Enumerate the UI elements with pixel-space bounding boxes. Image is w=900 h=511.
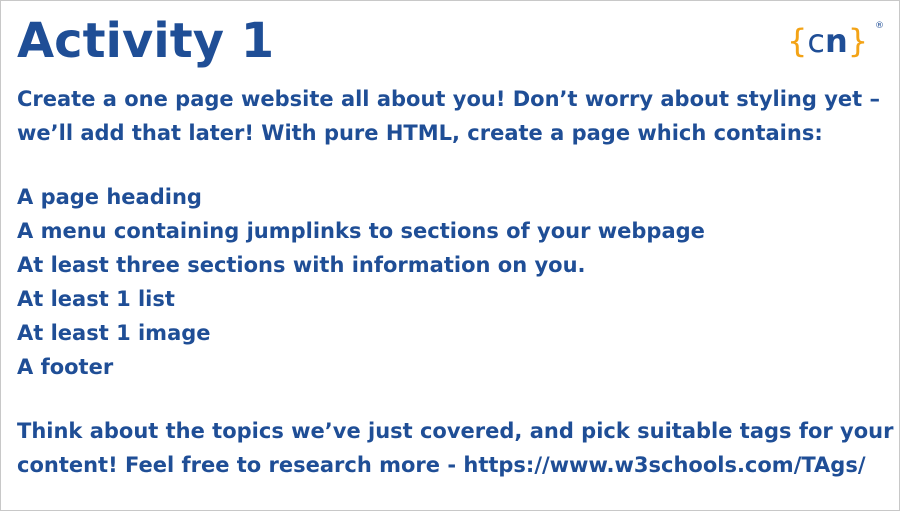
intro-line: Create a one page website all about you!… bbox=[17, 87, 881, 111]
requirement-item: At least three sections with information… bbox=[17, 253, 586, 277]
requirement-item: At least 1 list bbox=[17, 287, 175, 311]
codenation-logo: {cn} ® bbox=[787, 17, 887, 65]
logo-letter-c: c bbox=[807, 22, 825, 60]
logo-letter-n: n bbox=[824, 22, 848, 60]
logo-wordmark: {cn} bbox=[787, 22, 868, 60]
spacer bbox=[17, 384, 887, 414]
intro-line: we’ll add that later! With pure HTML, cr… bbox=[17, 121, 823, 145]
requirement-item: A menu containing jumplinks to sections … bbox=[17, 219, 705, 243]
requirement-item: At least 1 image bbox=[17, 321, 211, 345]
outro-line: Think about the topics we’ve just covere… bbox=[17, 419, 894, 443]
spacer bbox=[17, 150, 887, 180]
logo-close-brace: } bbox=[847, 22, 869, 60]
outro-line: content! Feel free to research more - ht… bbox=[17, 453, 866, 477]
registered-mark: ® bbox=[875, 21, 884, 31]
logo-open-brace: { bbox=[787, 22, 808, 60]
requirement-item: A page heading bbox=[17, 185, 202, 209]
requirement-item: A footer bbox=[17, 355, 114, 379]
page-title: Activity 1 bbox=[17, 13, 275, 69]
requirements-list: A page heading A menu containing jumplin… bbox=[17, 180, 887, 384]
activity-body: Create a one page website all about you!… bbox=[17, 82, 894, 482]
